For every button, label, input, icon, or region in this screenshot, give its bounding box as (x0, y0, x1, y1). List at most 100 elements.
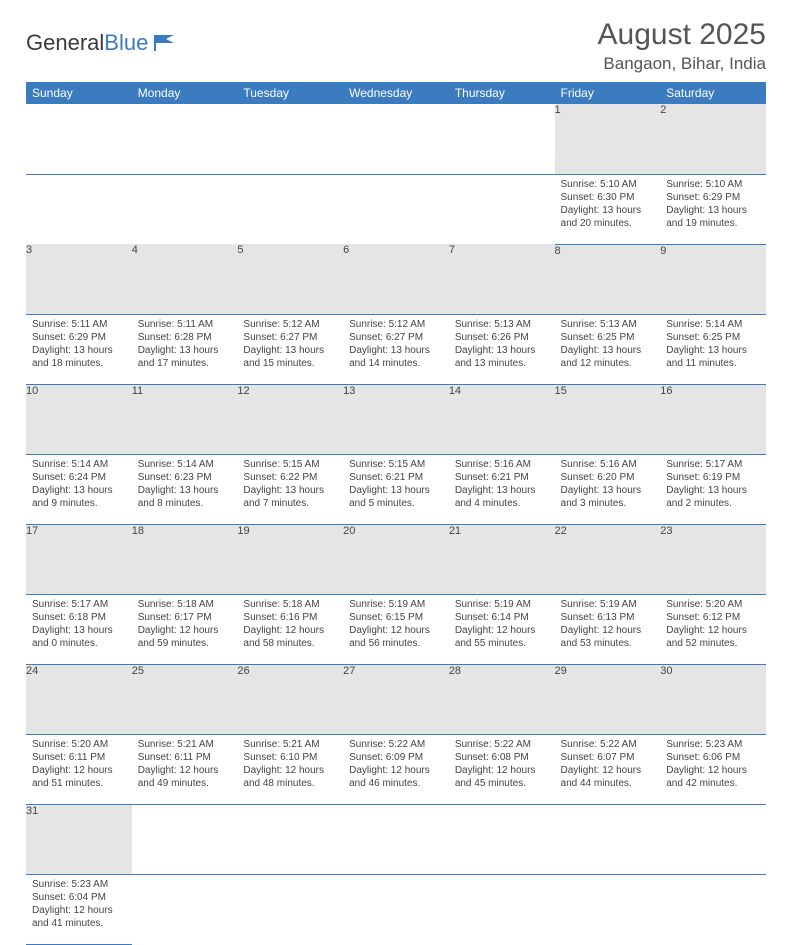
day-cell: Sunrise: 5:14 AMSunset: 6:25 PMDaylight:… (660, 314, 766, 384)
day-details: Sunrise: 5:16 AMSunset: 6:20 PMDaylight:… (555, 455, 661, 514)
day-number: 28 (449, 664, 555, 734)
day-cell: Sunrise: 5:11 AMSunset: 6:28 PMDaylight:… (132, 314, 238, 384)
day-cell: Sunrise: 5:13 AMSunset: 6:25 PMDaylight:… (555, 314, 661, 384)
daylight-text: Daylight: 13 hours and 4 minutes. (455, 484, 549, 510)
day-number (237, 104, 343, 174)
day-number-row: 17181920212223 (26, 524, 766, 594)
daylight-text: Daylight: 13 hours and 18 minutes. (32, 344, 126, 370)
sunrise-text: Sunrise: 5:20 AM (666, 598, 760, 611)
day-number-row: 24252627282930 (26, 664, 766, 734)
weekday-header: Tuesday (237, 82, 343, 104)
day-number: 18 (132, 524, 238, 594)
sunrise-text: Sunrise: 5:21 AM (243, 738, 337, 751)
daylight-text: Daylight: 13 hours and 9 minutes. (32, 484, 126, 510)
day-details: Sunrise: 5:14 AMSunset: 6:23 PMDaylight:… (132, 455, 238, 514)
day-number: 30 (660, 664, 766, 734)
day-number: 4 (132, 244, 238, 314)
sunrise-text: Sunrise: 5:10 AM (666, 178, 760, 191)
day-number: 6 (343, 244, 449, 314)
sunrise-text: Sunrise: 5:22 AM (455, 738, 549, 751)
day-cell: Sunrise: 5:19 AMSunset: 6:13 PMDaylight:… (555, 594, 661, 664)
day-number: 14 (449, 384, 555, 454)
day-cell: Sunrise: 5:16 AMSunset: 6:20 PMDaylight:… (555, 454, 661, 524)
day-number: 8 (555, 244, 661, 314)
day-details: Sunrise: 5:20 AMSunset: 6:11 PMDaylight:… (26, 735, 132, 794)
day-number: 13 (343, 384, 449, 454)
day-details: Sunrise: 5:13 AMSunset: 6:26 PMDaylight:… (449, 315, 555, 374)
day-number: 26 (237, 664, 343, 734)
sunrise-text: Sunrise: 5:22 AM (561, 738, 655, 751)
day-cell: Sunrise: 5:17 AMSunset: 6:18 PMDaylight:… (26, 594, 132, 664)
sunset-text: Sunset: 6:25 PM (666, 331, 760, 344)
day-cell: Sunrise: 5:14 AMSunset: 6:24 PMDaylight:… (26, 454, 132, 524)
weekday-header: Sunday (26, 82, 132, 104)
sunset-text: Sunset: 6:23 PM (138, 471, 232, 484)
day-cell: Sunrise: 5:12 AMSunset: 6:27 PMDaylight:… (237, 314, 343, 384)
day-details: Sunrise: 5:20 AMSunset: 6:12 PMDaylight:… (660, 595, 766, 654)
sunrise-text: Sunrise: 5:18 AM (138, 598, 232, 611)
sunrise-text: Sunrise: 5:16 AM (455, 458, 549, 471)
day-cell: Sunrise: 5:20 AMSunset: 6:11 PMDaylight:… (26, 734, 132, 804)
sunrise-text: Sunrise: 5:14 AM (138, 458, 232, 471)
day-cell (343, 874, 449, 944)
day-cell: Sunrise: 5:21 AMSunset: 6:10 PMDaylight:… (237, 734, 343, 804)
day-number: 9 (660, 244, 766, 314)
day-details: Sunrise: 5:12 AMSunset: 6:27 PMDaylight:… (237, 315, 343, 374)
day-number: 5 (237, 244, 343, 314)
day-details: Sunrise: 5:22 AMSunset: 6:08 PMDaylight:… (449, 735, 555, 794)
day-cell: Sunrise: 5:18 AMSunset: 6:17 PMDaylight:… (132, 594, 238, 664)
daylight-text: Daylight: 13 hours and 19 minutes. (666, 204, 760, 230)
calendar-table: SundayMondayTuesdayWednesdayThursdayFrid… (26, 82, 766, 945)
sunset-text: Sunset: 6:22 PM (243, 471, 337, 484)
day-number (132, 804, 238, 874)
logo-text-general: General (26, 30, 104, 56)
day-cell: Sunrise: 5:18 AMSunset: 6:16 PMDaylight:… (237, 594, 343, 664)
daylight-text: Daylight: 13 hours and 3 minutes. (561, 484, 655, 510)
daylight-text: Daylight: 13 hours and 17 minutes. (138, 344, 232, 370)
day-details: Sunrise: 5:10 AMSunset: 6:30 PMDaylight:… (555, 175, 661, 234)
day-cell (132, 874, 238, 944)
day-body-row: Sunrise: 5:23 AMSunset: 6:04 PMDaylight:… (26, 874, 766, 944)
sunrise-text: Sunrise: 5:15 AM (243, 458, 337, 471)
weekday-row: SundayMondayTuesdayWednesdayThursdayFrid… (26, 82, 766, 104)
day-cell: Sunrise: 5:19 AMSunset: 6:15 PMDaylight:… (343, 594, 449, 664)
day-number (555, 804, 661, 874)
day-details: Sunrise: 5:10 AMSunset: 6:29 PMDaylight:… (660, 175, 766, 234)
day-cell: Sunrise: 5:11 AMSunset: 6:29 PMDaylight:… (26, 314, 132, 384)
day-details: Sunrise: 5:19 AMSunset: 6:15 PMDaylight:… (343, 595, 449, 654)
daylight-text: Daylight: 12 hours and 58 minutes. (243, 624, 337, 650)
sunset-text: Sunset: 6:06 PM (666, 751, 760, 764)
day-number: 20 (343, 524, 449, 594)
day-details: Sunrise: 5:22 AMSunset: 6:07 PMDaylight:… (555, 735, 661, 794)
day-cell (449, 874, 555, 944)
daylight-text: Daylight: 13 hours and 5 minutes. (349, 484, 443, 510)
title-block: August 2025 Bangaon, Bihar, India (598, 18, 766, 74)
logo: GeneralBlue (26, 30, 178, 56)
day-cell (26, 174, 132, 244)
weekday-header: Monday (132, 82, 238, 104)
day-cell: Sunrise: 5:10 AMSunset: 6:29 PMDaylight:… (660, 174, 766, 244)
sunset-text: Sunset: 6:13 PM (561, 611, 655, 624)
sunset-text: Sunset: 6:20 PM (561, 471, 655, 484)
calendar-body: 12Sunrise: 5:10 AMSunset: 6:30 PMDayligh… (26, 104, 766, 944)
sunset-text: Sunset: 6:29 PM (666, 191, 760, 204)
sunset-text: Sunset: 6:24 PM (32, 471, 126, 484)
header: GeneralBlue August 2025 Bangaon, Bihar, … (26, 18, 766, 74)
day-cell (660, 874, 766, 944)
day-number: 15 (555, 384, 661, 454)
day-number: 1 (555, 104, 661, 174)
day-number (449, 104, 555, 174)
day-number (132, 104, 238, 174)
day-number (660, 804, 766, 874)
sunset-text: Sunset: 6:16 PM (243, 611, 337, 624)
sunrise-text: Sunrise: 5:19 AM (349, 598, 443, 611)
sunrise-text: Sunrise: 5:17 AM (32, 598, 126, 611)
sunrise-text: Sunrise: 5:12 AM (243, 318, 337, 331)
sunrise-text: Sunrise: 5:21 AM (138, 738, 232, 751)
day-cell (449, 174, 555, 244)
daylight-text: Daylight: 12 hours and 51 minutes. (32, 764, 126, 790)
day-details: Sunrise: 5:14 AMSunset: 6:24 PMDaylight:… (26, 455, 132, 514)
logo-text-blue: Blue (104, 30, 148, 56)
daylight-text: Daylight: 12 hours and 46 minutes. (349, 764, 443, 790)
sunrise-text: Sunrise: 5:14 AM (666, 318, 760, 331)
